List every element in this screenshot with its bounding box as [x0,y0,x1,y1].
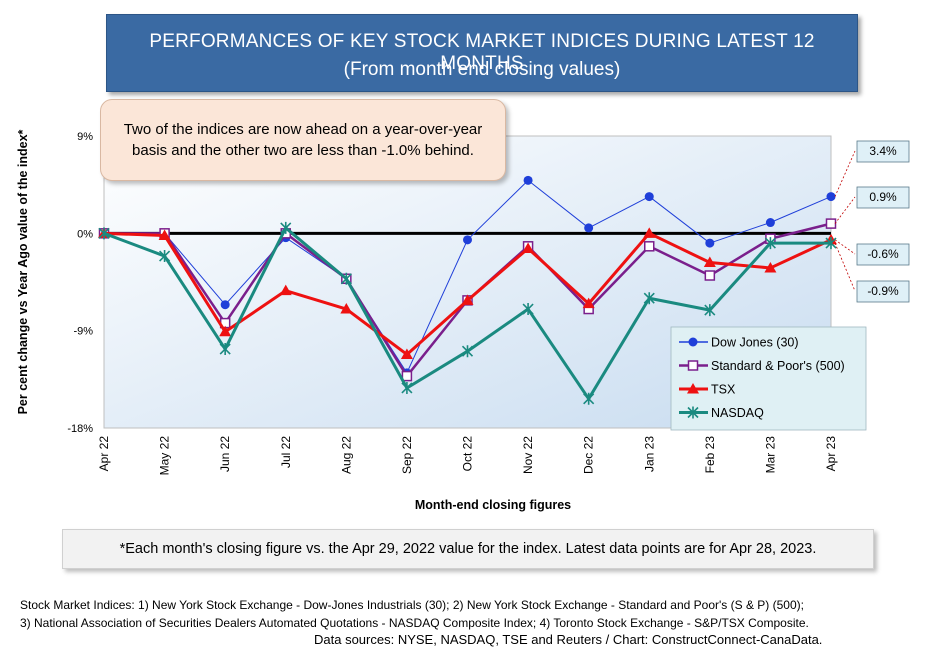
end-label-box [856,280,910,303]
data-point [159,250,171,263]
data-point [687,406,699,419]
end-label-box [856,243,910,266]
data-point [463,235,472,245]
data-point [705,238,715,248]
x-tick-label: May 22 [158,436,172,476]
data-point [401,381,413,394]
end-label-leader [834,242,856,292]
x-tick-label: Feb 23 [703,436,717,474]
chart-title: PERFORMANCES OF KEY STOCK MARKET INDICES… [149,31,815,74]
end-label-leader [834,196,856,224]
data-point [523,175,533,185]
data-point [582,297,595,309]
end-label-box [856,186,910,209]
y-tick-label: -18% [67,423,93,435]
x-tick-label: Aug 22 [339,436,353,474]
end-label-box [856,140,910,163]
data-point [340,303,353,314]
end-label-value: -0.9% [867,284,899,298]
source-line-2: 3) National Association of Securities De… [20,616,809,630]
legend-label: TSX [711,383,736,397]
data-point [522,242,535,253]
data-point [98,227,110,240]
x-tick-label: Mar 23 [763,436,777,474]
end-label-value: 3.4% [869,144,897,158]
data-point [220,300,230,310]
data-point [644,241,655,252]
x-tick-label: Apr 23 [824,436,838,472]
data-point [340,272,352,285]
source-line-1: Stock Market Indices: 1) New York Stock … [20,598,804,612]
source-line-3: Data sources: NYSE, NASDAQ, TSE and Reut… [314,632,823,647]
data-point [280,221,292,234]
data-point [461,294,474,305]
data-point [584,223,594,233]
data-point [219,343,231,356]
x-tick-label: Apr 22 [97,436,111,472]
legend-label: Standard & Poor's (500) [711,359,845,373]
data-point [461,345,474,358]
data-point [704,304,716,317]
data-point [765,218,775,228]
legend-label: NASDAQ [711,406,764,420]
x-tick-label: Jun 22 [218,436,232,472]
x-tick-label: Nov 22 [521,436,535,474]
data-point [687,360,699,371]
data-point [279,284,292,296]
legend-label: Dow Jones (30) [711,336,799,350]
data-point [764,261,777,273]
y-tick-label: 9% [77,131,93,143]
y-tick-label: -9% [73,326,93,338]
y-tick-label: 0% [77,228,93,240]
data-point [401,370,413,382]
data-point [583,392,595,405]
end-label-leader [834,239,856,255]
end-label-value: -0.6% [867,247,899,261]
x-tick-label: Sep 22 [400,436,414,474]
data-point [703,256,716,268]
data-point [643,227,656,238]
annotation-callout: Two of the indices are now ahead on a ye… [100,99,506,181]
series-nasdaq [98,221,837,405]
data-point [825,237,837,250]
data-point [764,237,776,250]
y-axis-title: Per cent change vs Year Ago value of the… [16,129,30,414]
data-point [643,292,655,305]
data-point [825,218,837,229]
end-label-value: 0.9% [869,190,897,204]
chart-title-box: PERFORMANCES OF KEY STOCK MARKET INDICES… [106,14,858,92]
data-point [644,192,654,202]
data-point [522,303,534,316]
x-tick-label: Oct 22 [461,436,475,472]
data-point [400,348,413,359]
series-tsx [98,227,837,359]
x-axis-title: Month-end closing figures [415,498,571,512]
data-point [704,270,716,281]
chart-subtitle: (From month end closing values) [343,59,621,80]
x-tick-label: Jul 22 [279,436,293,468]
x-tick-label: Jan 23 [642,436,656,472]
x-tick-label: Dec 22 [582,436,596,474]
end-label-leader [834,150,856,197]
data-point [826,192,836,202]
data-point [688,337,698,347]
data-point [158,229,171,240]
data-point [219,325,232,337]
data-point [687,383,699,394]
footnote: *Each month's closing figure vs. the Apr… [62,529,874,569]
